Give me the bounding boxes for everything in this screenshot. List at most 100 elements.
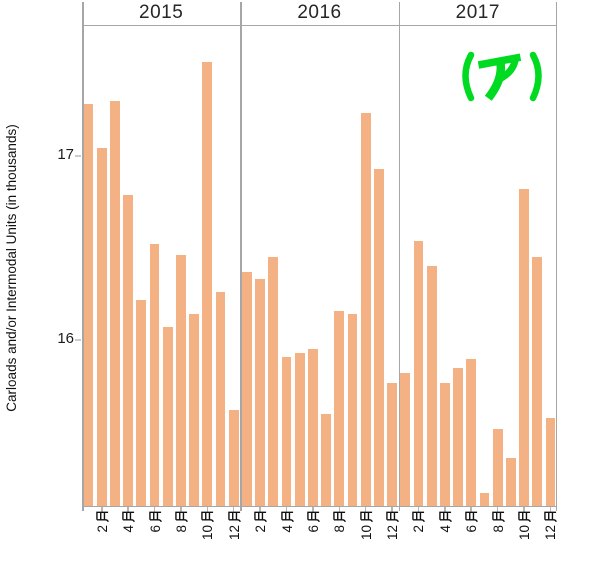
- bar-2017-month-1: [400, 373, 411, 506]
- month-tick-label-text: 4: [278, 511, 296, 567]
- month-tick-label-text: 4: [436, 511, 454, 567]
- month-tick-label-text: 12: [541, 511, 559, 567]
- bar-2016-month-5: [294, 353, 305, 506]
- bar-2016-month-9: [347, 314, 358, 506]
- month-kanji-glyph: [517, 511, 531, 523]
- y-axis-title: Carloads and/or Intermodal Units (in tho…: [4, 124, 19, 412]
- x-axis-tick: [549, 507, 552, 512]
- x-axis-tick: [285, 507, 288, 512]
- month-number: 12: [384, 525, 400, 541]
- y-axis-tick: [75, 339, 81, 342]
- bar-2015-month-1: [83, 104, 94, 506]
- bar-2017-month-7: [479, 493, 490, 506]
- panel-border-line: [82, 2, 84, 506]
- bar-2016-month-10: [360, 113, 371, 506]
- month-tick-label-text: 8: [172, 511, 190, 567]
- bar-2015-month-2: [96, 148, 107, 506]
- month-number: 6: [463, 525, 479, 533]
- y-tick-label-16: 16: [57, 330, 74, 348]
- month-tick-label-text: 10: [515, 511, 533, 567]
- month-kanji-glyph: [306, 511, 320, 523]
- month-number: 4: [279, 525, 294, 533]
- month-tick-label-text: 2: [251, 511, 269, 567]
- month-kanji-glyph: [227, 511, 241, 523]
- month-tick-label-text: 4: [119, 511, 137, 567]
- month-number: 10: [358, 525, 374, 541]
- bar-2016-month-8: [334, 310, 345, 506]
- bar-2016-month-11: [373, 168, 384, 506]
- x-axis-baseline: [82, 505, 557, 507]
- month-tick-label-text: 8: [489, 511, 507, 567]
- x-axis-tick: [496, 507, 499, 512]
- month-number: 8: [331, 525, 347, 533]
- month-tick-label-text: 2: [93, 511, 111, 567]
- y-tick-label-17: 17: [57, 146, 74, 164]
- month-number: 8: [490, 525, 506, 533]
- month-kanji-glyph: [412, 511, 425, 523]
- panel-border-line: [555, 2, 557, 506]
- month-tick-label: 8: [330, 511, 348, 567]
- month-tick-label-text: 8: [330, 511, 348, 567]
- month-number: 4: [437, 525, 453, 533]
- bar-2016-month-6: [308, 349, 318, 506]
- bar-2017-month-5: [453, 367, 463, 506]
- year-label-2017: 2017: [455, 1, 500, 23]
- x-axis-tick: [338, 507, 341, 512]
- x-axis-tick: [444, 507, 446, 512]
- month-kanji-glyph: [359, 511, 373, 523]
- x-axis-tick: [153, 507, 156, 512]
- x-axis-tick: [312, 507, 314, 512]
- month-tick-label-text: 12: [225, 511, 243, 567]
- bar-2016-month-2: [255, 279, 266, 506]
- bar-2015-month-11: [215, 292, 226, 506]
- month-number: 2: [410, 525, 426, 533]
- x-axis-tick: [364, 507, 367, 512]
- year-label-2015: 2015: [139, 1, 184, 23]
- month-tick-label-text: 6: [462, 511, 480, 567]
- month-tick-label: 8: [489, 511, 507, 567]
- bar-2015-month-8: [176, 255, 186, 506]
- month-tick-label: 6: [304, 511, 322, 567]
- month-tick-label: 10: [198, 511, 216, 567]
- panel-border-tick: [240, 506, 242, 511]
- month-tick-label: 12: [541, 511, 559, 567]
- panel-border-line: [240, 2, 242, 506]
- month-tick-label: 2: [93, 511, 111, 567]
- y-axis-tick: [75, 154, 81, 157]
- x-axis-tick: [259, 507, 261, 512]
- bar-2015-month-3: [110, 100, 120, 506]
- bar-2017-month-10: [519, 189, 529, 506]
- month-kanji-glyph: [491, 511, 505, 523]
- month-tick-label-text: 10: [357, 511, 375, 567]
- panel-border-tick: [555, 506, 557, 511]
- month-tick-label: 6: [462, 511, 480, 567]
- month-kanji-glyph: [280, 511, 293, 523]
- month-number: 2: [252, 525, 268, 533]
- bar-2015-month-5: [136, 299, 147, 506]
- year-header-line: [82, 25, 557, 27]
- month-tick-label: 10: [515, 511, 533, 567]
- month-tick-label-text: 6: [304, 511, 322, 567]
- month-tick-label: 2: [409, 511, 427, 567]
- month-kanji-glyph: [174, 511, 188, 523]
- annotation-a-handwritten: [462, 51, 542, 102]
- bar-2017-month-8: [492, 428, 503, 506]
- month-tick-label: 12: [383, 511, 401, 567]
- month-kanji-glyph: [253, 511, 267, 523]
- x-axis-tick: [523, 507, 525, 512]
- month-kanji-glyph: [121, 511, 135, 523]
- bar-2016-month-12: [387, 382, 397, 506]
- month-tick-label-text: 10: [198, 511, 216, 567]
- bar-2015-month-9: [189, 314, 200, 506]
- month-kanji-glyph: [95, 511, 109, 523]
- month-number: 4: [120, 525, 136, 533]
- bar-2015-month-10: [202, 61, 213, 506]
- x-axis-tick: [391, 507, 393, 512]
- bar-2017-month-4: [439, 382, 450, 506]
- month-tick-label-text: 12: [383, 511, 401, 567]
- month-tick-label: 4: [278, 511, 296, 567]
- bar-2017-month-12: [545, 417, 556, 506]
- panel-border-line: [398, 2, 401, 506]
- month-number: 12: [226, 525, 242, 541]
